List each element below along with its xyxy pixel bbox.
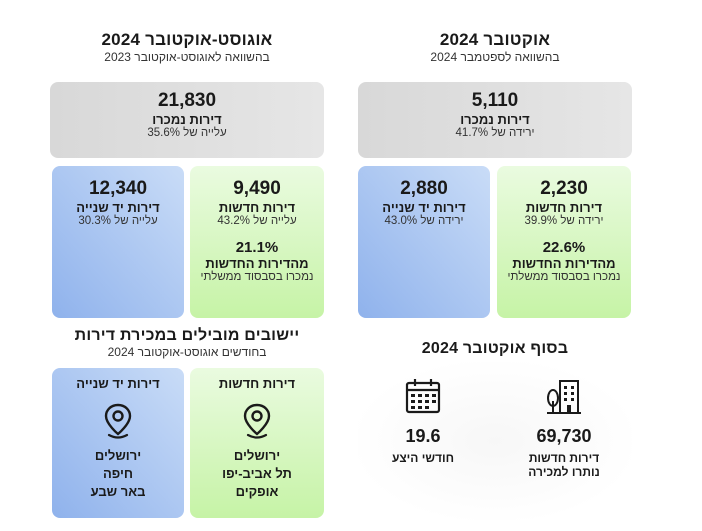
right-total-card: 5,110 דירות נמכרו ירידה של 41.7%: [358, 82, 632, 158]
leaders-new-head: דירות חדשות: [218, 376, 296, 391]
right-subsidy-label: מהדירות החדשות: [512, 256, 616, 271]
left-secondhand-value: 12,340: [88, 178, 148, 199]
left-header: אוגוסט-אוקטובר 2024 בהשוואה לאוגוסט-אוקט…: [50, 30, 324, 64]
leaders-new-city-3: אופקים: [235, 484, 279, 499]
left-subsidy-note: נמכרו בסבסוד ממשלתי: [200, 271, 314, 283]
leaders-new-city-2: תל אביב-יפו: [222, 466, 292, 481]
leaders-secondhand-city-2: חיפה: [102, 466, 134, 481]
right-total-value: 5,110: [471, 90, 519, 111]
leaders-secondhand-card: דירות יד שנייה ירושלים חיפה באר שבע: [52, 368, 184, 518]
unsold-block: 69,730 דירות חדשות נותרו למכירה: [504, 376, 624, 479]
leaders-title: יישובים מובילים במכירת דירות: [74, 327, 300, 344]
left-new-label: דירות חדשות: [218, 200, 296, 215]
location-pin-icon: [240, 401, 274, 441]
right-total-label: דירות נמכרו: [460, 112, 530, 127]
unsold-line2: נותרו למכירה: [528, 465, 600, 479]
right-header: אוקטובר 2024 בהשוואה לספטמבר 2024: [358, 30, 632, 64]
building-tree-icon: [544, 376, 584, 416]
left-total-card: 21,830 דירות נמכרו עלייה של 35.6%: [50, 82, 324, 158]
left-secondhand-card: 12,340 דירות יד שנייה עלייה של 30.3%: [52, 166, 184, 318]
leaders-secondhand-head: דירות יד שנייה: [76, 376, 160, 391]
end-title: בסוף אוקטובר 2024: [421, 340, 569, 357]
right-subtitle: בהשוואה לספטמבר 2024: [430, 50, 560, 64]
end-header: בסוף אוקטובר 2024: [358, 340, 632, 358]
right-secondhand-card: 2,880 דירות יד שנייה ירידה של 43.0%: [358, 166, 490, 318]
right-new-value: 2,230: [540, 178, 588, 199]
left-secondhand-label: דירות יד שנייה: [76, 200, 160, 215]
supply-label: חודשי היצע: [391, 451, 455, 465]
left-subtitle: בהשוואה לאוגוסט-אוקטובר 2023: [104, 50, 270, 64]
unsold-value: 69,730: [536, 426, 592, 446]
leaders-subtitle: בחודשים אוגוסט-אוקטובר 2024: [107, 345, 267, 359]
left-subsidy-label: מהדירות החדשות: [205, 256, 309, 271]
supply-value: 19.6: [405, 426, 441, 446]
left-total-change: עלייה של 35.6%: [147, 127, 227, 139]
right-new-card: 2,230 דירות חדשות ירידה של 39.9% 22.6% מ…: [497, 166, 631, 318]
right-total-change: ירידה של 41.7%: [455, 127, 535, 139]
leaders-new-city-1: ירושלים: [233, 448, 281, 463]
left-secondhand-change: עלייה של 30.3%: [78, 215, 158, 227]
location-pin-icon: [101, 401, 135, 441]
left-total-label: דירות נמכרו: [152, 112, 222, 127]
left-title: אוגוסט-אוקטובר 2024: [101, 30, 273, 49]
right-new-label: דירות חדשות: [525, 200, 603, 215]
left-total-value: 21,830: [157, 90, 217, 111]
right-subsidy-note: נמכרו בסבסוד ממשלתי: [507, 271, 621, 283]
right-title: אוקטובר 2024: [439, 30, 551, 49]
right-secondhand-change: ירידה של 43.0%: [384, 215, 464, 227]
right-new-change: ירידה של 39.9%: [524, 215, 604, 227]
supply-block: 19.6 חודשי היצע: [368, 376, 478, 465]
right-secondhand-value: 2,880: [400, 178, 448, 199]
end-of-month-panel: 69,730 דירות חדשות נותרו למכירה: [358, 362, 632, 520]
left-new-card: 9,490 דירות חדשות עלייה של 43.2% 21.1% מ…: [190, 166, 324, 318]
calendar-icon: [403, 376, 443, 416]
unsold-line1: דירות חדשות: [528, 451, 600, 465]
left-new-change: עלייה של 43.2%: [217, 215, 297, 227]
leaders-header: יישובים מובילים במכירת דירות בחודשים אוג…: [50, 327, 324, 359]
left-new-value: 9,490: [233, 178, 281, 199]
right-subsidy-pct: 22.6%: [542, 239, 586, 256]
left-subsidy-pct: 21.1%: [235, 239, 279, 256]
right-secondhand-label: דירות יד שנייה: [382, 200, 466, 215]
leaders-secondhand-city-1: ירושלים: [94, 448, 142, 463]
leaders-new-card: דירות חדשות ירושלים תל אביב-יפו אופקים: [190, 368, 324, 518]
leaders-secondhand-city-3: באר שבע: [90, 484, 146, 499]
